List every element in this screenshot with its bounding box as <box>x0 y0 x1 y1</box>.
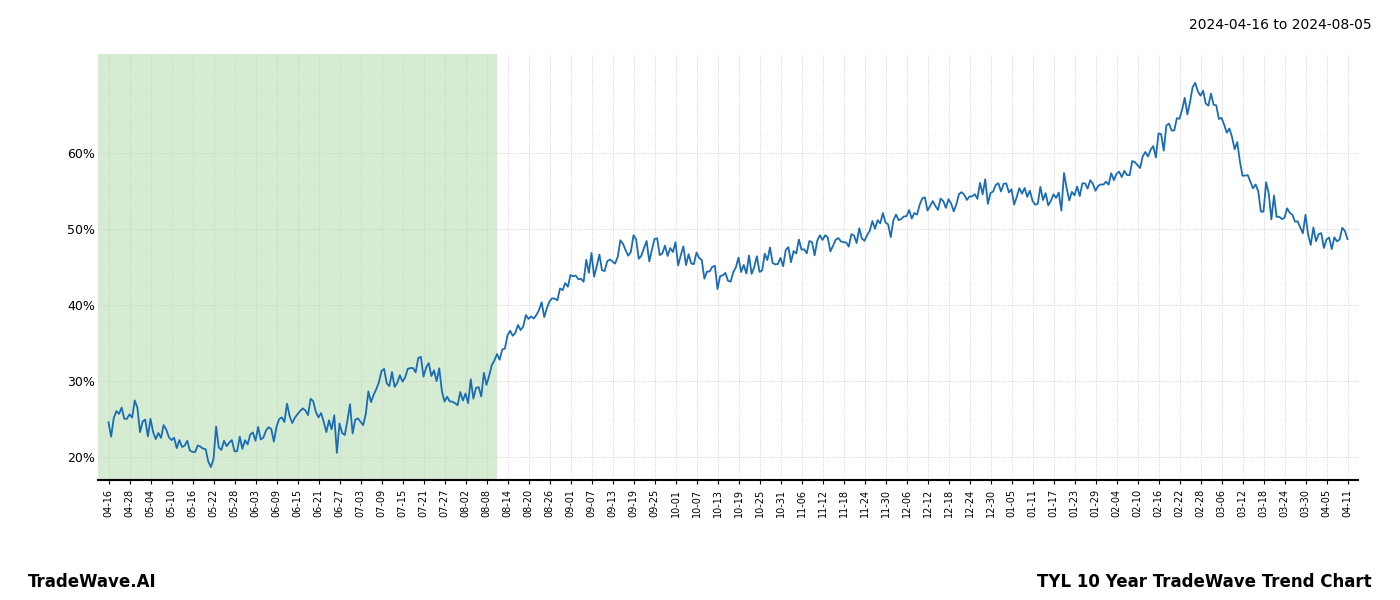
Text: TradeWave.AI: TradeWave.AI <box>28 573 157 591</box>
Text: 2024-04-16 to 2024-08-05: 2024-04-16 to 2024-08-05 <box>1190 18 1372 32</box>
Bar <box>98 54 497 480</box>
Text: TYL 10 Year TradeWave Trend Chart: TYL 10 Year TradeWave Trend Chart <box>1037 573 1372 591</box>
